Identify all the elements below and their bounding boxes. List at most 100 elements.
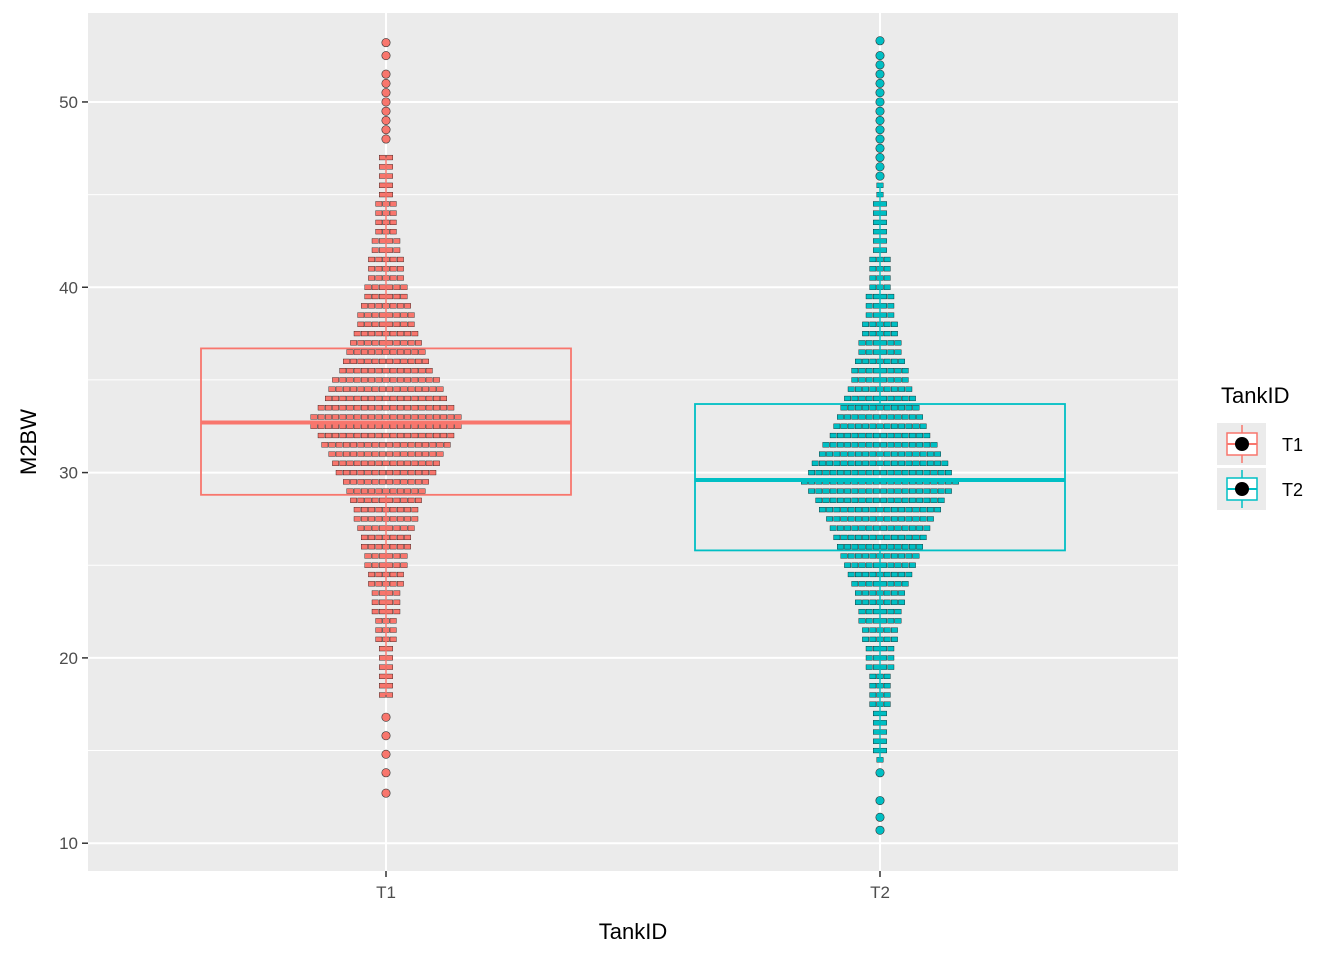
dot: [912, 516, 920, 522]
dot: [350, 358, 357, 364]
dot: [393, 321, 401, 327]
dot: [865, 349, 873, 355]
outlier-point: [875, 97, 885, 107]
dot: [865, 664, 873, 670]
dot: [375, 377, 383, 383]
dot: [400, 284, 408, 290]
dot: [375, 414, 383, 420]
dot: [876, 451, 884, 457]
dot: [862, 423, 869, 429]
dot: [883, 507, 891, 513]
dot: [397, 571, 404, 578]
outlier-point: [875, 69, 885, 79]
dot: [371, 562, 379, 568]
outlier-point: [875, 36, 885, 46]
dot: [400, 358, 408, 364]
dot: [880, 432, 887, 439]
dot: [847, 553, 855, 559]
outlier-point: [381, 106, 391, 116]
dot: [393, 293, 401, 300]
dot: [891, 590, 898, 596]
dot: [379, 154, 386, 161]
dot: [880, 201, 887, 207]
dot: [407, 525, 415, 531]
dot: [379, 247, 386, 253]
dot: [357, 470, 365, 476]
dot: [411, 488, 419, 494]
dot: [894, 395, 902, 402]
dot: [833, 534, 841, 541]
dot: [361, 331, 368, 337]
y-tick-label: 20: [59, 649, 78, 668]
dot: [916, 497, 923, 503]
legend-key-dot: [1235, 437, 1249, 451]
dot: [855, 571, 862, 578]
dot: [851, 562, 859, 568]
axes: 10 20 30 40 50 T1 T2: [59, 93, 890, 902]
dot: [905, 516, 913, 522]
dot: [328, 442, 336, 448]
dot: [407, 312, 415, 318]
box-layer: [200, 157, 1066, 760]
dot: [869, 423, 877, 429]
dot: [343, 358, 350, 364]
dot: [371, 497, 379, 503]
dot: [400, 497, 408, 503]
dot: [386, 646, 393, 652]
dot: [425, 432, 433, 439]
legend-label: T1: [1282, 435, 1303, 455]
dot: [364, 293, 372, 300]
dot: [361, 544, 368, 550]
dot: [389, 488, 397, 494]
dot: [919, 534, 927, 541]
dot: [415, 451, 422, 457]
dot: [379, 683, 386, 689]
dot: [321, 442, 329, 448]
dot: [357, 358, 365, 364]
dot: [865, 581, 873, 587]
dot: [371, 553, 379, 559]
dot: [397, 516, 404, 522]
dot: [891, 636, 898, 642]
dot: [909, 562, 916, 568]
dot: [382, 423, 390, 429]
dot: [357, 386, 365, 392]
dot: [325, 432, 332, 439]
dot: [901, 488, 909, 494]
dot: [404, 507, 411, 513]
dot: [400, 479, 408, 485]
dot: [909, 488, 916, 494]
dot: [353, 414, 361, 420]
dot: [880, 340, 887, 346]
dot: [826, 451, 833, 457]
dot: [436, 442, 444, 448]
dot: [379, 442, 386, 448]
dot: [400, 321, 408, 327]
dot: [400, 553, 408, 559]
dot: [386, 683, 393, 689]
dot: [901, 497, 909, 503]
dot: [397, 368, 404, 374]
dot: [425, 377, 433, 383]
dot: [880, 470, 887, 476]
dot: [887, 488, 895, 494]
dot: [397, 488, 404, 494]
dot: [357, 340, 365, 346]
dot: [883, 516, 891, 522]
dot: [876, 423, 884, 429]
dot: [880, 544, 887, 550]
dot: [379, 599, 386, 605]
dot: [386, 442, 393, 448]
dot: [937, 497, 945, 503]
dot: [386, 479, 393, 485]
dot: [353, 507, 361, 513]
dot: [847, 571, 855, 578]
dot: [343, 451, 350, 457]
dot: [909, 414, 916, 420]
dot: [397, 414, 404, 420]
dot: [873, 720, 880, 726]
dot: [873, 488, 880, 494]
dot: [894, 581, 902, 587]
outlier-point: [381, 38, 391, 48]
dot: [411, 432, 419, 439]
